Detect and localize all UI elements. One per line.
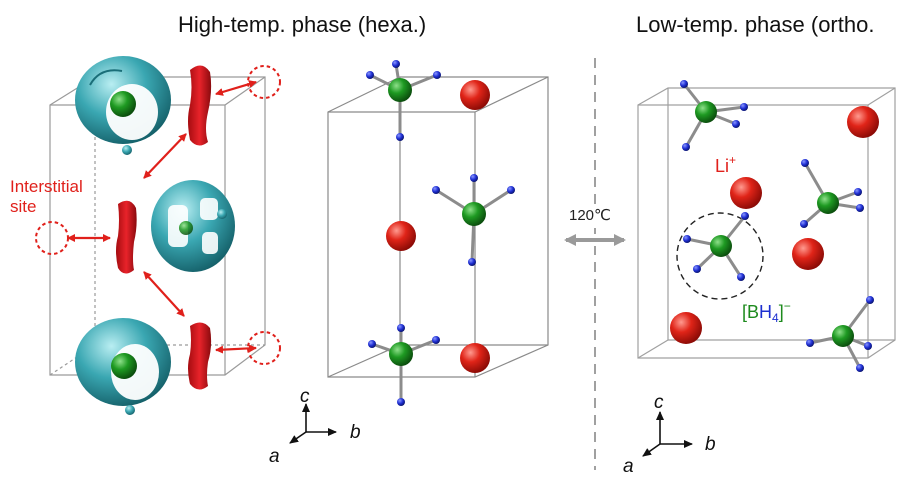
bh4-density-cage-bottom xyxy=(75,318,171,415)
hydrogen-atom xyxy=(468,258,476,266)
hydrogen-atom xyxy=(740,103,748,111)
boron-atom xyxy=(832,325,854,347)
axis-b-label: b xyxy=(705,434,716,455)
phase-transition: 120℃ xyxy=(562,58,628,470)
axes-indicator-high-temp xyxy=(289,403,337,444)
boron-atom xyxy=(110,91,136,117)
lithium-atom xyxy=(460,343,490,373)
bh4-charge: − xyxy=(784,299,791,313)
hydrogen-atom xyxy=(397,324,405,332)
bh4-unit-bottom-atoms xyxy=(368,324,440,406)
lithium-atom xyxy=(670,312,702,344)
bh4-unit-top-atoms xyxy=(366,60,441,141)
hydrogen-atom xyxy=(397,398,405,406)
interstitial-site-top xyxy=(247,65,281,99)
boron-atom xyxy=(388,78,412,102)
bh4-hydrogen-symbol: H xyxy=(759,302,772,322)
hydrogen-atom xyxy=(682,143,690,151)
bh4-boron-symbol: B xyxy=(747,302,759,322)
boron-atom xyxy=(710,235,732,257)
unit-cell-frame xyxy=(327,76,549,378)
axis-c-label: c xyxy=(300,386,310,407)
axes-indicator-low-temp xyxy=(642,411,693,457)
li-ion-label: Li+ xyxy=(715,153,736,176)
bh4-density-cage-middle xyxy=(151,180,235,272)
bh4-bracket-open: [ xyxy=(742,302,747,322)
panel-high-temp-structure: c b a xyxy=(269,60,549,467)
bh4-anion-label: [BH4]− xyxy=(742,299,791,325)
li-density-blobs xyxy=(116,65,212,390)
li-density-blob-bottom xyxy=(188,322,212,390)
bh4-bracket-close: ] xyxy=(779,302,784,322)
interstitial-label-line1: Interstitial xyxy=(10,177,83,196)
interstitial-site-left xyxy=(35,221,69,255)
hydrogen-atom xyxy=(432,336,440,344)
lithium-atom xyxy=(847,106,879,138)
li-ion-symbol: Li xyxy=(715,156,729,176)
hydrogen-atom xyxy=(470,174,478,182)
hydrogen-atom xyxy=(737,273,745,281)
hydrogen-atom xyxy=(680,80,688,88)
boron-atom xyxy=(817,192,839,214)
axis-b-label: b xyxy=(350,422,361,443)
panel-charge-density: Interstitial site xyxy=(10,56,281,415)
hydrogen-atom xyxy=(693,265,701,273)
low-temp-phase-title: Low-temp. phase (ortho. xyxy=(636,12,875,37)
interstitial-label-line2: site xyxy=(10,197,36,216)
bh4-highlight-circle xyxy=(676,212,764,300)
hydrogen-atom xyxy=(866,296,874,304)
hydrogen-atom xyxy=(856,364,864,372)
hydrogen-atom xyxy=(732,120,740,128)
axis-c-label: c xyxy=(654,392,664,413)
lithium-atom xyxy=(386,221,416,251)
hydrogen-atom xyxy=(801,159,809,167)
interstitial-site-bottom xyxy=(247,331,281,365)
hydrogen-atom xyxy=(854,188,862,196)
unit-cell-frame xyxy=(637,87,896,359)
bh4-unit-middle-atoms xyxy=(432,174,515,266)
bh4-density-cage-top xyxy=(75,56,171,155)
li-migration-arrows xyxy=(67,80,257,354)
hydrogen-atom xyxy=(864,342,872,350)
hydrogen-atom xyxy=(683,235,691,243)
high-temp-phase-title: High-temp. phase (hexa.) xyxy=(178,12,427,37)
hydrogen-atom xyxy=(396,133,404,141)
lithium-atom xyxy=(730,177,762,209)
lithium-atom xyxy=(792,238,824,270)
hydrogen-atom xyxy=(507,186,515,194)
li-ion-charge: + xyxy=(729,153,736,167)
hydrogen-atom xyxy=(806,339,814,347)
lithium-atom xyxy=(460,80,490,110)
hydrogen-atom xyxy=(392,60,400,68)
hydrogen-atom xyxy=(800,220,808,228)
bh4-subscript: 4 xyxy=(772,311,779,325)
li-density-blob-middle xyxy=(116,200,137,274)
boron-atom xyxy=(462,202,486,226)
hydrogen-atom xyxy=(741,212,749,220)
hydrogen-atom xyxy=(432,186,440,194)
hydrogen-atom xyxy=(366,71,374,79)
boron-atom xyxy=(389,342,413,366)
hydrogen-atom xyxy=(433,71,441,79)
axis-a-label: a xyxy=(269,446,280,467)
panel-low-temp-structure: Li+ [BH4]− c b a xyxy=(623,80,896,477)
boron-atom xyxy=(695,101,717,123)
hydrogen-atom xyxy=(368,340,376,348)
transition-temperature: 120℃ xyxy=(569,207,611,224)
boron-atom xyxy=(111,353,137,379)
li-density-blob-top xyxy=(188,65,212,146)
hydrogen-atom xyxy=(856,204,864,212)
axis-a-label: a xyxy=(623,456,634,477)
